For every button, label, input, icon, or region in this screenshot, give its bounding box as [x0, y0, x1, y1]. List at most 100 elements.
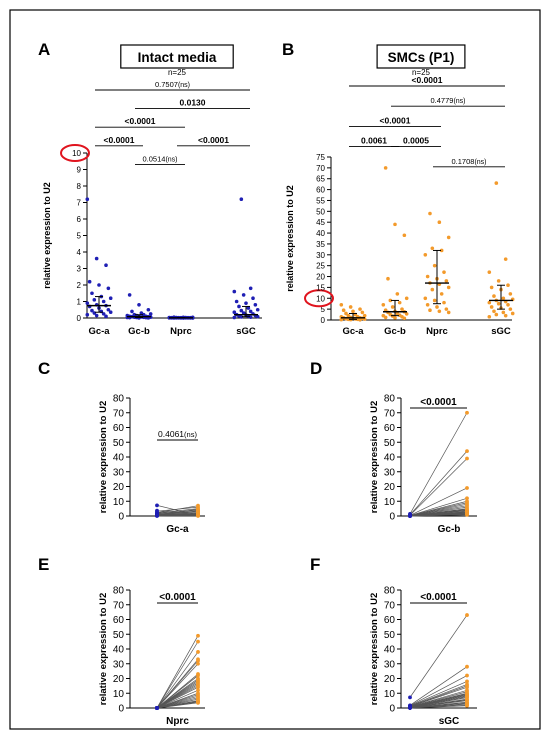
pair-line [409, 514, 468, 517]
y-tick-label: 20 [384, 674, 396, 685]
data-point [146, 307, 151, 312]
data-point [94, 256, 99, 261]
data-point [232, 310, 237, 315]
left-point [155, 503, 159, 508]
x-tick-label: Gc-a [342, 326, 364, 337]
data-point [508, 292, 513, 296]
data-point [148, 312, 153, 316]
data-point [351, 309, 355, 314]
y-tick-label: 20 [113, 674, 125, 685]
y-axis-label: relative expression to U2 [369, 593, 380, 705]
pair-line [156, 651, 199, 709]
p-value-label: 0.7507(ns) [155, 80, 190, 89]
y-tick-label: 2 [77, 281, 82, 290]
data-point [360, 310, 365, 315]
data-point [255, 314, 260, 319]
data-point [85, 312, 90, 317]
y-tick-label: 35 [316, 240, 325, 249]
data-point [494, 312, 499, 317]
y-tick-label: 65 [316, 175, 325, 184]
data-point [402, 316, 407, 321]
y-tick-label: 25 [316, 262, 325, 271]
data-point [487, 300, 492, 305]
p-value-label: <0.0001 [412, 75, 443, 85]
p-value-label: <0.0001 [104, 135, 135, 145]
data-point [248, 309, 253, 314]
data-point [446, 310, 451, 315]
y-tick-label: 75 [316, 153, 325, 162]
pair-line [156, 513, 199, 516]
right-point [196, 685, 200, 690]
y-tick-label: 80 [113, 394, 125, 405]
data-point [344, 311, 348, 316]
y-tick-label: 20 [384, 482, 396, 493]
y-tick-label: 20 [316, 273, 325, 282]
y-tick-label: 10 [384, 497, 396, 508]
pair-line [409, 675, 468, 706]
data-point [239, 308, 244, 313]
y-tick-label: 1 [77, 298, 82, 307]
y-tick-label: 80 [384, 586, 396, 597]
p-value-label: 0.0061 [361, 136, 387, 146]
left-point [408, 695, 412, 700]
y-tick-label: 50 [384, 438, 396, 449]
y-tick-label: 40 [113, 453, 125, 464]
data-point [393, 316, 397, 320]
y-tick-label: 0 [118, 704, 124, 715]
y-axis-label: relative expression to U2 [98, 593, 109, 705]
pair-line [156, 663, 199, 709]
panel-label-c: C [38, 359, 50, 378]
right-point [196, 661, 200, 666]
title-box [120, 44, 234, 69]
data-point [104, 314, 108, 319]
pair-line [409, 666, 468, 706]
right-point [196, 503, 200, 508]
data-point [503, 257, 508, 261]
x-tick-label: sGC [236, 326, 256, 337]
p-value-suffix: (ns) [165, 156, 177, 163]
pair-line [409, 705, 468, 709]
right-point [465, 410, 469, 415]
y-tick-label: 50 [316, 207, 325, 216]
panel-label-a: A [38, 40, 50, 59]
left-point [155, 513, 159, 518]
y-tick-label: 70 [384, 408, 396, 419]
data-point [244, 301, 248, 305]
data-point [402, 233, 407, 238]
data-point [388, 298, 393, 303]
y-tick-label: 60 [316, 186, 325, 195]
data-point [501, 310, 506, 315]
data-point [444, 307, 449, 311]
y-tick-label: 0 [77, 314, 82, 323]
y-axis-label: relative expression to U2 [98, 401, 109, 513]
right-point [465, 456, 469, 461]
data-point [106, 307, 111, 312]
y-axis-label: relative expression to U2 [42, 182, 52, 289]
data-point [442, 300, 446, 305]
pair-line [409, 497, 468, 516]
pair-line [156, 505, 199, 514]
data-point [435, 305, 439, 309]
data-point [127, 293, 132, 297]
pair-line [409, 450, 468, 516]
data-point [425, 274, 430, 279]
y-tick-label: 20 [113, 482, 125, 493]
data-point [358, 317, 362, 322]
data-point [444, 279, 449, 283]
data-point [492, 309, 496, 314]
pair-line [156, 641, 199, 709]
left-point [408, 706, 412, 710]
data-point [510, 311, 515, 316]
highlight-circle [304, 289, 334, 308]
panel-d: 0 10 20 30 40 50 60 70 80 relative expression to … [369, 394, 477, 535]
data-point [404, 296, 409, 301]
pair-line [156, 702, 199, 709]
figure-border [9, 9, 541, 730]
data-point [423, 253, 428, 257]
data-point [97, 283, 101, 287]
y-tick-label: 30 [384, 659, 396, 670]
data-point [101, 312, 106, 316]
right-point [465, 664, 469, 669]
right-point [196, 512, 200, 517]
